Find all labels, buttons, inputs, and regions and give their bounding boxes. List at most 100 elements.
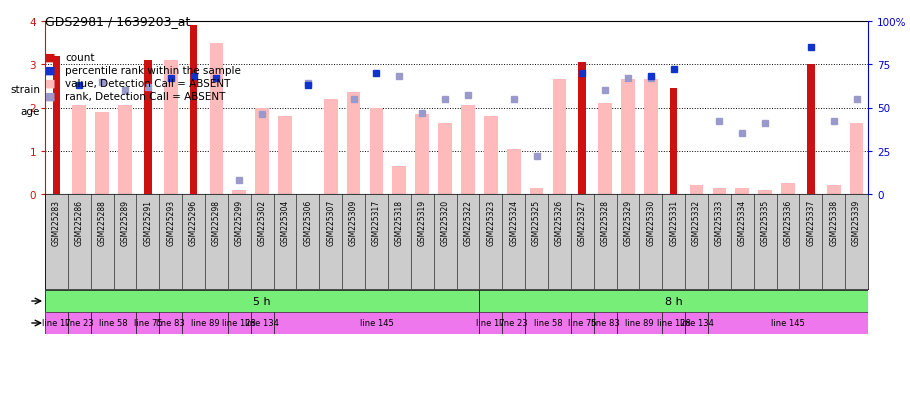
Bar: [670, 89, 677, 195]
Text: GSM225298: GSM225298: [212, 199, 221, 245]
Bar: [598, 104, 612, 195]
Text: line 75: line 75: [134, 319, 162, 328]
Text: GSM225322: GSM225322: [463, 199, 472, 245]
Text: GSM225331: GSM225331: [669, 199, 678, 245]
Text: line 83: line 83: [157, 319, 185, 328]
Bar: [850, 123, 864, 195]
Bar: [579, 63, 586, 195]
Text: GSM225309: GSM225309: [349, 199, 359, 245]
Text: line 17: line 17: [477, 319, 505, 328]
Bar: [392, 166, 406, 195]
Text: GSM225307: GSM225307: [327, 199, 335, 245]
Text: GSM225293: GSM225293: [167, 199, 176, 245]
Text: strain: strain: [10, 85, 40, 95]
Bar: [209, 43, 223, 195]
Bar: [68, 312, 91, 334]
Text: GSM225289: GSM225289: [120, 199, 129, 245]
Bar: [525, 312, 571, 334]
Bar: [461, 106, 475, 195]
Bar: [781, 184, 794, 195]
Text: GSM225326: GSM225326: [555, 199, 564, 245]
Text: count: count: [65, 53, 95, 63]
Bar: [164, 61, 177, 195]
Bar: [662, 312, 685, 334]
Bar: [439, 123, 452, 195]
Text: GSM225318: GSM225318: [395, 199, 404, 245]
Bar: [73, 106, 86, 195]
Bar: [251, 312, 274, 334]
Text: line 145: line 145: [359, 319, 393, 328]
Text: GSM225336: GSM225336: [784, 199, 793, 245]
Text: GSM225325: GSM225325: [532, 199, 541, 245]
Bar: [685, 312, 708, 334]
Text: GSM225320: GSM225320: [440, 199, 450, 245]
Text: GSM225299: GSM225299: [235, 199, 244, 245]
Text: GSM225288: GSM225288: [97, 199, 106, 245]
Text: line 58: line 58: [99, 319, 128, 328]
Text: GSM225323: GSM225323: [486, 199, 495, 245]
Bar: [45, 312, 68, 334]
Bar: [708, 312, 868, 334]
Bar: [182, 312, 228, 334]
Text: GSM225283: GSM225283: [52, 199, 61, 245]
Text: GSM225332: GSM225332: [692, 199, 701, 245]
Text: GSM225296: GSM225296: [189, 199, 198, 245]
Bar: [53, 57, 60, 195]
Bar: [480, 290, 868, 312]
Bar: [159, 312, 182, 334]
Bar: [347, 93, 360, 195]
Text: 8 h: 8 h: [665, 296, 682, 306]
Bar: [735, 188, 749, 195]
Bar: [369, 108, 383, 195]
Bar: [256, 108, 269, 195]
Bar: [96, 113, 109, 195]
Bar: [530, 188, 543, 195]
Text: GSM225317: GSM225317: [372, 199, 381, 245]
Text: GSM225304: GSM225304: [280, 199, 289, 245]
Text: GSM225337: GSM225337: [806, 199, 815, 245]
Text: ■: ■: [45, 66, 56, 76]
Text: line 23: line 23: [65, 319, 94, 328]
Bar: [274, 312, 480, 334]
Bar: [617, 312, 662, 334]
Bar: [507, 149, 521, 195]
Bar: [136, 312, 159, 334]
Bar: [190, 26, 197, 195]
Bar: [644, 80, 658, 195]
Text: line 83: line 83: [591, 319, 620, 328]
Text: GSM225306: GSM225306: [303, 199, 312, 245]
Text: line 89: line 89: [191, 319, 219, 328]
Bar: [622, 80, 635, 195]
Bar: [502, 312, 525, 334]
Text: GSM225291: GSM225291: [144, 199, 152, 245]
Bar: [232, 190, 247, 195]
Bar: [278, 117, 292, 195]
Bar: [228, 312, 251, 334]
Text: GSM225330: GSM225330: [646, 199, 655, 245]
Text: line 145: line 145: [771, 319, 804, 328]
Text: ■: ■: [45, 92, 56, 102]
Text: percentile rank within the sample: percentile rank within the sample: [65, 66, 241, 76]
Bar: [593, 312, 617, 334]
Text: GSM225339: GSM225339: [852, 199, 861, 245]
Bar: [91, 312, 136, 334]
Text: GSM225333: GSM225333: [715, 199, 723, 245]
Bar: [552, 80, 566, 195]
Bar: [758, 190, 772, 195]
Bar: [484, 117, 498, 195]
Text: GSM225328: GSM225328: [601, 199, 610, 245]
Text: age: age: [21, 107, 40, 117]
Bar: [690, 186, 703, 195]
Text: GSM225324: GSM225324: [510, 199, 518, 245]
Text: line 17: line 17: [42, 319, 71, 328]
Text: line 89: line 89: [625, 319, 653, 328]
Bar: [415, 115, 430, 195]
Bar: [480, 312, 502, 334]
Text: line 134: line 134: [245, 319, 279, 328]
Text: rank, Detection Call = ABSENT: rank, Detection Call = ABSENT: [65, 92, 226, 102]
Text: line 134: line 134: [680, 319, 713, 328]
Text: value, Detection Call = ABSENT: value, Detection Call = ABSENT: [65, 79, 230, 89]
Text: line 23: line 23: [500, 319, 528, 328]
Bar: [571, 312, 593, 334]
Text: GSM225335: GSM225335: [761, 199, 770, 245]
